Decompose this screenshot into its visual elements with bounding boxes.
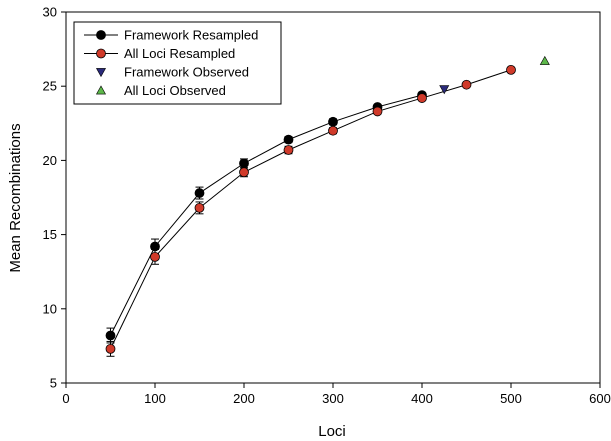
y-tick-label: 5 xyxy=(50,376,57,391)
x-axis-label: Loci xyxy=(318,423,346,440)
x-tick-label: 400 xyxy=(411,391,433,406)
y-tick-label: 25 xyxy=(43,79,57,94)
legend-marker-all-loci-resampled xyxy=(97,49,106,58)
data-point-framework-resampled xyxy=(240,159,249,168)
data-point-framework-resampled xyxy=(151,242,160,251)
x-tick-label: 500 xyxy=(500,391,522,406)
x-tick-label: 300 xyxy=(322,391,344,406)
data-point-all-loci-resampled xyxy=(195,203,204,212)
data-point-all-loci-resampled xyxy=(151,252,160,261)
x-tick-label: 200 xyxy=(233,391,255,406)
x-tick-label: 600 xyxy=(589,391,611,406)
x-tick-label: 0 xyxy=(62,391,69,406)
data-point-all-loci-resampled xyxy=(329,126,338,135)
data-point-framework-resampled xyxy=(329,117,338,126)
y-tick-label: 10 xyxy=(43,301,57,316)
y-tick-label: 30 xyxy=(43,5,57,20)
legend-label-framework-observed: Framework Observed xyxy=(124,65,249,80)
legend-label-all-loci-resampled: All Loci Resampled xyxy=(124,46,235,61)
x-tick-label: 100 xyxy=(144,391,166,406)
data-point-framework-resampled xyxy=(284,135,293,144)
data-point-all-loci-resampled xyxy=(373,107,382,116)
y-tick-label: 20 xyxy=(43,153,57,168)
legend-marker-framework-resampled xyxy=(97,31,106,40)
legend-label-framework-resampled: Framework Resampled xyxy=(124,28,258,43)
data-point-all-loci-resampled xyxy=(240,168,249,177)
y-tick-label: 15 xyxy=(43,227,57,242)
legend: Framework Resampled All Loci Resampled Fra… xyxy=(74,22,281,104)
data-point-all-loci-resampled xyxy=(284,146,293,155)
data-point-all-loci-resampled xyxy=(507,65,516,74)
data-point-framework-resampled xyxy=(195,189,204,198)
data-point-all-loci-resampled xyxy=(462,80,471,89)
legend-label-all-loci-observed: All Loci Observed xyxy=(124,83,226,98)
y-axis-label: Mean Recombinations xyxy=(7,123,24,272)
data-point-all-loci-resampled xyxy=(418,94,427,103)
data-point-framework-resampled xyxy=(106,331,115,340)
data-point-all-loci-resampled xyxy=(106,344,115,353)
